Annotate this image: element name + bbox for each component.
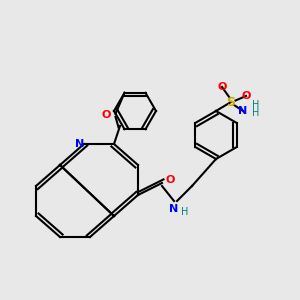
- Text: H: H: [182, 207, 189, 217]
- Text: N: N: [169, 204, 178, 214]
- Text: H: H: [252, 100, 260, 110]
- Text: O: O: [241, 91, 251, 101]
- Text: O: O: [217, 82, 227, 92]
- Text: N: N: [75, 139, 84, 149]
- Text: S: S: [226, 95, 236, 109]
- Text: H: H: [252, 107, 260, 118]
- Text: O: O: [165, 175, 174, 185]
- Text: N: N: [238, 106, 247, 116]
- Text: O: O: [102, 110, 111, 120]
